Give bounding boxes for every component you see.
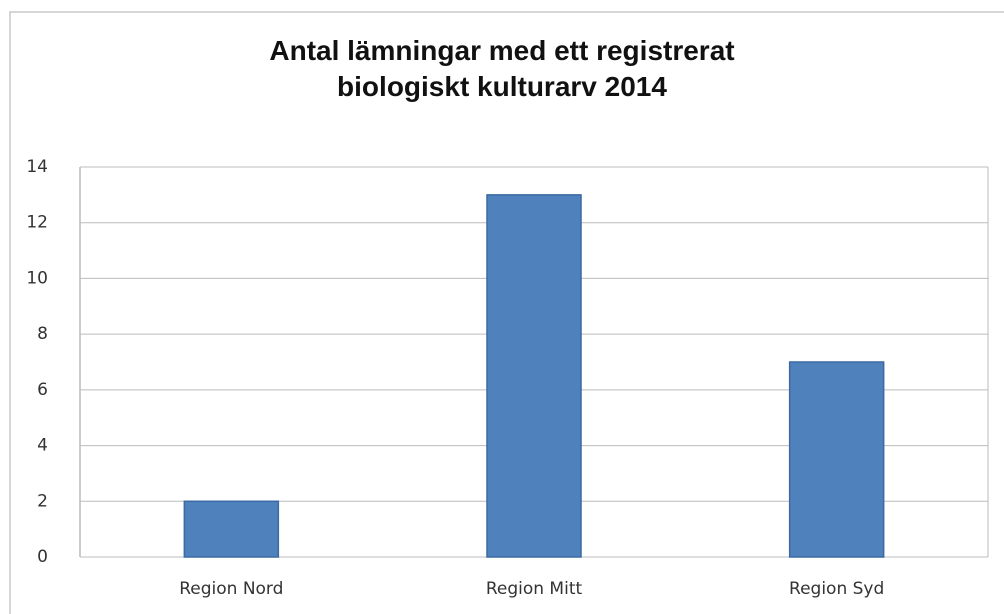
- y-tick-label: 6: [37, 380, 48, 400]
- y-tick-label: 4: [37, 436, 48, 456]
- bar: [486, 194, 582, 558]
- x-tick-label: Region Mitt: [486, 579, 583, 599]
- bar: [183, 500, 280, 558]
- y-tick-label: 2: [37, 491, 48, 511]
- y-tick-label: 0: [37, 547, 48, 567]
- bar: [788, 361, 885, 558]
- y-tick-label: 8: [37, 324, 48, 344]
- y-tick-label: 10: [26, 268, 48, 288]
- y-tick-label: 14: [26, 157, 48, 177]
- x-tick-label: Region Syd: [789, 579, 884, 599]
- y-tick-label: 12: [26, 213, 48, 233]
- x-tick-label: Region Nord: [179, 579, 283, 599]
- chart-title: Antal lämningar med ett registrerat biol…: [269, 35, 735, 102]
